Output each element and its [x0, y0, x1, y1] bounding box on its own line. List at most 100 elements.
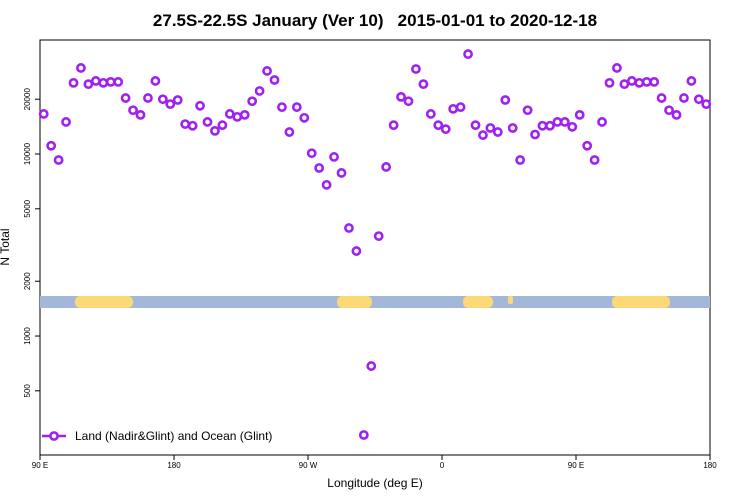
data-point [463, 49, 473, 59]
data-point [530, 129, 540, 140]
data-point [217, 120, 228, 131]
data-point [440, 124, 451, 135]
data-point [157, 94, 168, 105]
data-point [83, 79, 94, 90]
data-point [418, 79, 429, 90]
data-point [232, 111, 243, 122]
data-point [284, 127, 295, 137]
data-point [46, 140, 57, 151]
data-point [537, 120, 548, 131]
data-point [224, 109, 235, 119]
data-point [314, 163, 325, 173]
y-tick-label: 1000 [23, 327, 32, 345]
data-point [135, 110, 146, 120]
data-point [448, 103, 459, 114]
data-point [455, 102, 466, 113]
data-point [61, 117, 71, 127]
data-point [470, 120, 481, 131]
data-point [425, 109, 436, 119]
data-point [478, 130, 488, 141]
data-point [545, 120, 555, 131]
data-point [277, 102, 287, 113]
data-point [306, 148, 317, 159]
y-axis-label: N Total [0, 228, 12, 265]
x-tick-label: 90 E [568, 461, 584, 470]
plot-frame [39, 39, 711, 456]
data-point [641, 76, 652, 87]
data-point [90, 76, 101, 86]
data-point [358, 430, 369, 440]
data-point [686, 76, 697, 86]
data-point [336, 168, 347, 178]
data-point [671, 110, 682, 120]
data-point [254, 86, 265, 96]
surface-strip [40, 296, 710, 308]
x-tick-label: 180 [703, 461, 717, 470]
land-segment [463, 296, 493, 308]
data-point [180, 119, 191, 129]
y-tick-label: 2000 [23, 272, 32, 290]
data-point [150, 76, 161, 86]
data-point [388, 120, 399, 131]
y-tick-label: 5000 [23, 199, 32, 217]
legend-label: Land (Nadir&Glint) and Ocean (Glint) [75, 429, 272, 443]
data-point [485, 123, 496, 133]
data-point [589, 155, 600, 165]
data-point [366, 361, 377, 371]
data-point [507, 123, 518, 133]
data-point [597, 117, 607, 127]
data-point [582, 140, 593, 151]
data-point [522, 105, 533, 116]
data-point [411, 64, 421, 74]
data-point [98, 77, 109, 88]
data-point [120, 93, 131, 103]
land-segment [337, 296, 372, 308]
data-point [165, 99, 176, 110]
y-tick-label: 10000 [23, 142, 32, 165]
x-tick-label: 0 [440, 461, 445, 470]
data-point [321, 179, 332, 190]
data-point [559, 117, 570, 127]
data-point [492, 127, 503, 137]
x-tick-label: 90 E [32, 461, 48, 470]
data-point [68, 77, 79, 88]
data-point [195, 100, 205, 111]
data-point [38, 109, 49, 119]
data-point [567, 121, 578, 132]
land-segment [612, 296, 670, 308]
y-tick-label: 500 [23, 384, 32, 398]
data-point [373, 231, 384, 241]
data-point [210, 125, 220, 136]
data-point [202, 117, 213, 127]
data-point [619, 79, 630, 90]
data-point [515, 155, 526, 165]
x-tick-label: 90 W [299, 461, 318, 470]
data-point [53, 155, 64, 165]
data-point [128, 105, 138, 116]
x-axis-label: Longitude (deg E) [327, 476, 422, 490]
data-point [113, 76, 124, 87]
data-point [299, 112, 310, 123]
data-point [269, 75, 280, 85]
data-point [604, 77, 615, 88]
data-point [574, 110, 585, 120]
data-point [381, 162, 392, 172]
data-point [239, 110, 250, 120]
data-point [612, 63, 622, 73]
data-point [552, 117, 563, 127]
legend: Land (Nadir&Glint) and Ocean (Glint) [42, 429, 272, 443]
data-point [396, 91, 406, 102]
land-segment [508, 296, 513, 304]
data-point [656, 93, 667, 103]
data-point [664, 105, 674, 116]
data-point [172, 95, 183, 105]
data-point [701, 99, 712, 110]
data-point [344, 223, 354, 233]
data-point [329, 152, 339, 162]
land-segment [75, 296, 133, 308]
y-tick-label: 20000 [23, 88, 32, 111]
data-point [500, 95, 511, 105]
data-point [187, 120, 198, 131]
x-tick-label: 180 [167, 461, 181, 470]
